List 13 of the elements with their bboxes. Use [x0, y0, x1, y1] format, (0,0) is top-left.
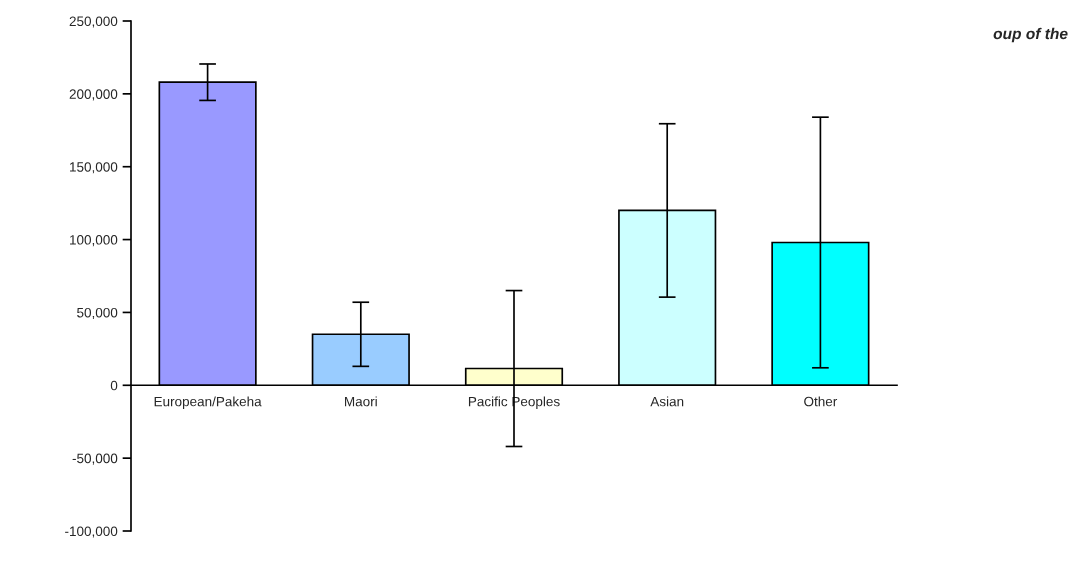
x-tick-label: European/Pakeha — [154, 396, 262, 409]
x-tick-label: Other — [804, 396, 838, 407]
y-tick-label: 50,000 — [77, 307, 118, 320]
y-tick-label: 250,000 — [69, 16, 118, 28]
y-tick-label: 100,000 — [70, 235, 118, 247]
y-tick-label: -100,000 — [65, 526, 118, 538]
x-tick-label: Maori — [345, 396, 377, 407]
x-tick-label: Asian — [650, 396, 684, 407]
y-tick-label: 200,000 — [69, 89, 118, 101]
y-tick-label: -50,000 — [72, 453, 118, 465]
text: oup of the — [993, 27, 1068, 43]
y-tick-label: 0 — [110, 380, 118, 391]
y-tick-label: 150,000 — [70, 162, 118, 174]
